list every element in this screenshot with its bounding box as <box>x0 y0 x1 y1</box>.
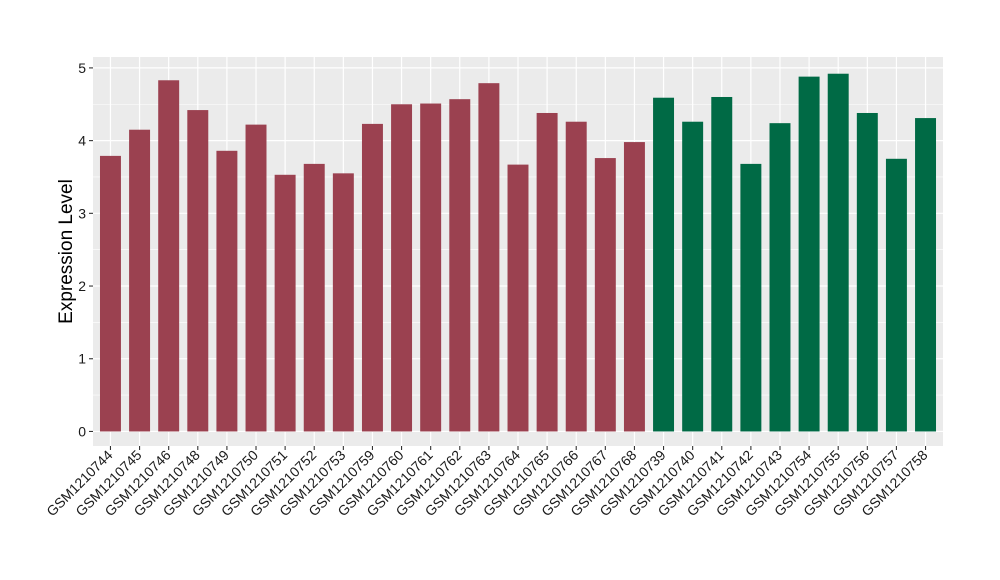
bars <box>99 73 937 432</box>
bar <box>682 121 704 432</box>
bar <box>769 123 791 432</box>
bar <box>216 150 238 432</box>
y-tick-label: 3 <box>78 205 86 221</box>
bar <box>245 124 267 432</box>
bar <box>332 173 354 432</box>
bar <box>478 83 500 432</box>
bar <box>740 163 762 432</box>
bar <box>915 118 937 432</box>
bar <box>856 112 878 432</box>
y-tick-label: 1 <box>78 351 86 367</box>
bar <box>594 158 616 432</box>
y-axis: 0 1 2 3 4 5 <box>78 60 93 439</box>
y-tick-label: 5 <box>78 60 86 76</box>
bar <box>827 73 849 432</box>
bar <box>449 99 471 432</box>
y-axis-title: Expression Level <box>56 179 77 324</box>
y-tick-label: 2 <box>78 278 86 294</box>
bar <box>623 142 645 432</box>
bar <box>885 158 907 432</box>
bar <box>274 174 296 432</box>
bar <box>798 76 820 432</box>
bar <box>303 163 325 432</box>
bar <box>536 112 558 432</box>
bar <box>129 129 151 432</box>
bar <box>99 155 121 432</box>
bar <box>391 104 413 432</box>
y-tick-label: 4 <box>78 133 86 149</box>
bar <box>420 103 442 432</box>
bar <box>361 123 383 432</box>
bar <box>565 121 587 432</box>
bar <box>158 80 180 432</box>
bar <box>187 110 209 432</box>
y-tick-label: 0 <box>78 423 86 439</box>
bar <box>507 164 529 432</box>
bar <box>711 96 733 432</box>
x-axis: GSM1210744GSM1210745GSM1210746GSM1210748… <box>43 446 931 519</box>
bar <box>653 97 675 432</box>
